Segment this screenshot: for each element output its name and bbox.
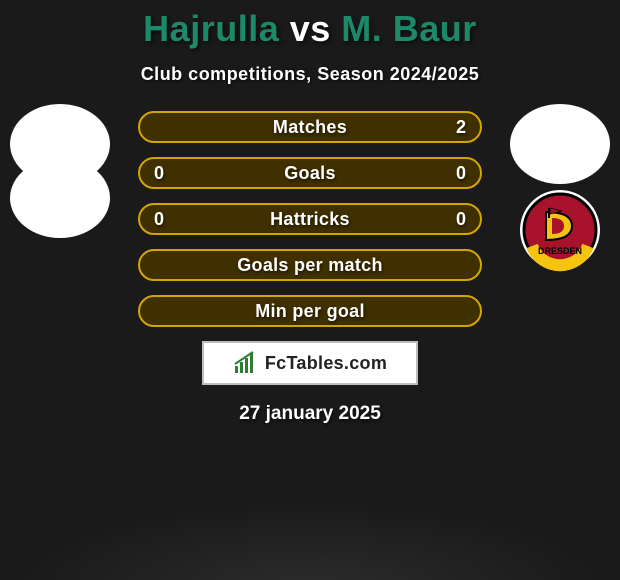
stat-row: Matches 2: [138, 111, 482, 143]
stat-right-value: 0: [456, 209, 466, 230]
snapshot-date: 27 january 2025: [0, 403, 620, 425]
stat-row: Goals per match: [138, 249, 482, 281]
dynamo-dresden-badge-icon: DRESDEN: [510, 188, 610, 273]
player2-name: M. Baur: [341, 8, 477, 49]
stat-row: 0 Goals 0: [138, 157, 482, 189]
stat-label: Goals per match: [237, 255, 383, 276]
comparison-title: Hajrulla vs M. Baur: [0, 8, 620, 50]
stat-label: Min per goal: [255, 301, 365, 322]
stat-label: Goals: [284, 163, 336, 184]
vs-word: vs: [290, 8, 331, 49]
team-badge-left-2: [10, 158, 110, 238]
stat-label: Matches: [273, 117, 347, 138]
stat-left-value: 0: [154, 209, 164, 230]
stat-right-value: 2: [456, 117, 466, 138]
stat-right-value: 0: [456, 163, 466, 184]
stats-rows: Matches 2 0 Goals 0 0 Hattricks 0 Goals per matc…: [138, 111, 482, 327]
stat-row: Min per goal: [138, 295, 482, 327]
stat-label: Hattricks: [270, 209, 350, 230]
season-subtitle: Club competitions, Season 2024/2025: [0, 64, 620, 85]
brand-text: FcTables.com: [265, 353, 387, 374]
player1-name: Hajrulla: [143, 8, 279, 49]
svg-text:DRESDEN: DRESDEN: [538, 246, 582, 256]
stat-row: 0 Hattricks 0: [138, 203, 482, 235]
bar-chart-icon: [233, 350, 259, 376]
team-badge-right-1: [510, 104, 610, 184]
decorative-glow: [0, 448, 620, 580]
stat-left-value: 0: [154, 163, 164, 184]
brand-box: FcTables.com: [202, 341, 418, 385]
